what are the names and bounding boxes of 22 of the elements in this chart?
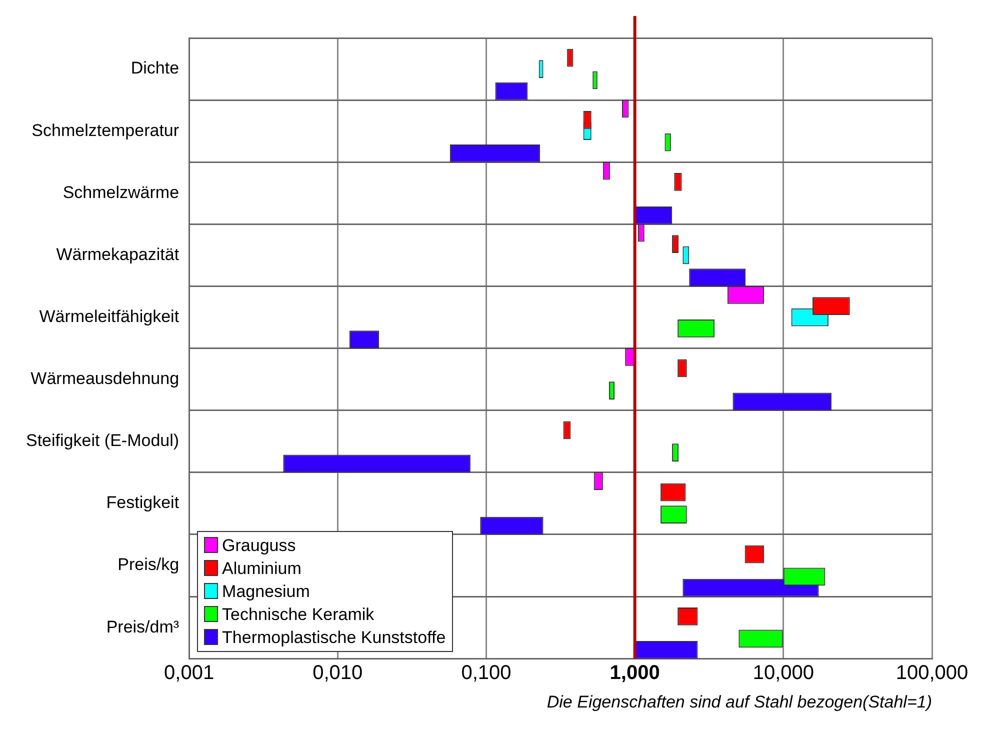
x-tick-label: 10,000 bbox=[752, 662, 814, 684]
x-tick-label: 0,001 bbox=[164, 662, 214, 684]
y-tick-label: Preis/kg bbox=[118, 555, 180, 574]
y-tick-label: Steifigkeit (E-Modul) bbox=[26, 431, 180, 450]
y-tick-label: Wärmeausdehnung bbox=[30, 369, 180, 388]
y-tick-label: Dichte bbox=[130, 58, 180, 78]
x-tick-label: 1,000 bbox=[610, 662, 660, 684]
x-tick-label: 0,100 bbox=[461, 662, 512, 684]
y-tick-label: Wärmeleitfähigkeit bbox=[39, 306, 180, 326]
legend-label: Magnesium bbox=[222, 580, 310, 603]
x-tick-label: 0,010 bbox=[312, 662, 363, 684]
x-axis-title: Die Eigenschaften sind auf Stahl bezogen(Stahl=1) bbox=[546, 692, 932, 712]
y-tick-label: Wärmekapazität bbox=[56, 244, 180, 264]
x-tick-label: 100,000 bbox=[896, 662, 968, 684]
legend-label: Grauguss bbox=[222, 534, 296, 557]
legend-label: Thermoplastische Kunststoffe bbox=[222, 626, 446, 649]
y-tick-label: Festigkeit bbox=[106, 493, 180, 512]
y-tick-label: Schmelzwärme bbox=[62, 182, 180, 202]
y-tick-label: Schmelztemperatur bbox=[32, 120, 180, 140]
y-tick-label: Preis/dm³ bbox=[106, 617, 180, 636]
legend-label: Technische Keramik bbox=[222, 604, 374, 626]
legend-label: Aluminium bbox=[222, 558, 302, 580]
